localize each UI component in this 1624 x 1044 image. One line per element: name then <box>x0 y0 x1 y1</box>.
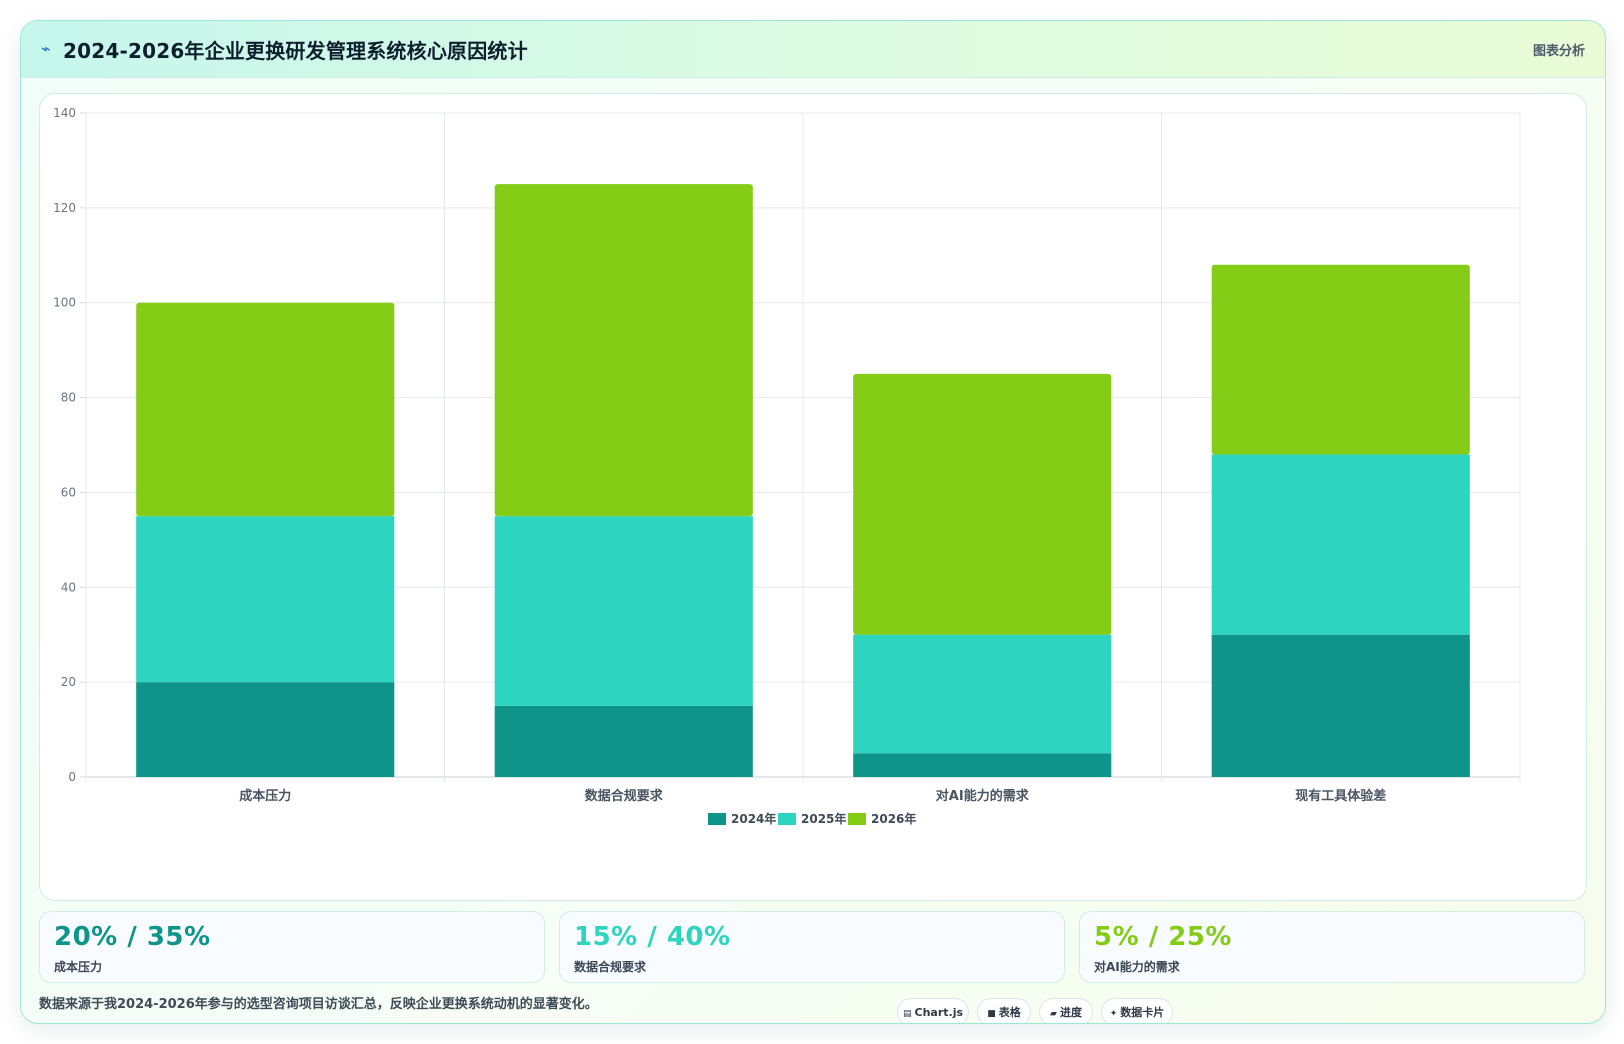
data-source-note: 数据来源于我2024-2026年参与的选型咨询项目访谈汇总，反映企业更换系统动机… <box>39 997 598 1012</box>
stat-card: 20% / 35% 成本压力 <box>39 911 545 983</box>
bar-segment <box>853 373 1112 635</box>
x-tick-label: 现有工具体验差 <box>1295 788 1386 804</box>
stat-label: 成本压力 <box>54 960 103 974</box>
legend-label: 2024年 <box>731 811 776 826</box>
bar-segment <box>1211 454 1470 635</box>
chip-label: Chart.js <box>914 1006 964 1019</box>
card-header: ⌁ 2024-2026年企业更换研发管理系统核心原因统计 图表分析 <box>21 21 1605 78</box>
stat-value: 20% / 35% <box>54 922 211 952</box>
legend-label: 2025年 <box>801 811 846 826</box>
y-tick-label: 0 <box>68 770 76 784</box>
stat-value: 5% / 25% <box>1094 922 1232 952</box>
y-tick-label: 120 <box>53 201 76 215</box>
chart-card: ⌁ 2024-2026年企业更换研发管理系统核心原因统计 图表分析 0 20 40 6… <box>20 20 1606 1024</box>
x-tick-label: 对AI能力的需求 <box>936 788 1030 804</box>
page-title: 2024-2026年企业更换研发管理系统核心原因统计 <box>63 39 528 63</box>
stat-label: 对AI能力的需求 <box>1094 960 1180 974</box>
bar-segment <box>853 753 1112 777</box>
legend-label: 2026年 <box>871 811 916 826</box>
chart-icon: ▤ <box>902 1009 912 1019</box>
x-tick-label: 数据合规要求 <box>585 788 664 804</box>
y-tick-label: 60 <box>61 485 76 499</box>
y-tick-label: 40 <box>61 580 76 594</box>
chip-table[interactable]: ■ 表格 <box>977 998 1031 1023</box>
chip-chartjs[interactable]: ▤ Chart.js <box>897 998 969 1023</box>
progress-icon: ▰ <box>1050 1009 1057 1019</box>
y-tick-label: 20 <box>61 675 76 689</box>
chip-label: 数据卡片 <box>1120 1006 1165 1019</box>
chart-icon: ⌁ <box>41 39 51 58</box>
bar-segment <box>494 184 753 517</box>
bar-segment <box>853 634 1112 754</box>
bar-segment <box>1211 264 1470 455</box>
y-tick-label: 140 <box>53 106 76 120</box>
chip-data-cards[interactable]: ✦ 数据卡片 <box>1101 998 1173 1023</box>
legend-swatch <box>848 813 866 825</box>
legend-swatch <box>778 813 796 825</box>
sparkle-icon: ✦ <box>1109 1009 1118 1019</box>
stat-card: 5% / 25% 对AI能力的需求 <box>1079 911 1585 983</box>
stat-value: 15% / 40% <box>574 922 731 952</box>
stats-row: 20% / 35% 成本压力 15% / 40% 数据合规要求 5% / 25%… <box>39 911 1585 983</box>
bar-segment <box>494 705 753 777</box>
stacked-bar-chart: 0 20 40 60 80 100 120 140 成本压力 数据合规要求 对AI能力的需求 现有工具… <box>53 106 1521 826</box>
bar-segment <box>136 682 395 777</box>
y-tick-label: 100 <box>53 296 76 310</box>
chip-label: 进度 <box>1059 1006 1082 1019</box>
stat-label: 数据合规要求 <box>574 960 647 974</box>
header-tag: 图表分析 <box>1532 44 1585 59</box>
legend-swatch <box>708 813 726 825</box>
table-icon: ■ <box>987 1009 996 1019</box>
chip-label: 表格 <box>998 1006 1021 1019</box>
bar-segment <box>494 516 753 706</box>
bar-segment <box>1211 634 1470 777</box>
stat-card: 15% / 40% 数据合规要求 <box>559 911 1065 983</box>
bar-segment <box>136 302 395 517</box>
y-tick-label: 80 <box>61 391 76 405</box>
chart-panel: 0 20 40 60 80 100 120 140 成本压力 数据合规要求 对AI能力的需求 现有工具… <box>39 93 1587 901</box>
x-tick-label: 成本压力 <box>239 788 291 804</box>
bar-segment <box>136 516 395 683</box>
chip-progress[interactable]: ▰ 进度 <box>1039 998 1093 1023</box>
